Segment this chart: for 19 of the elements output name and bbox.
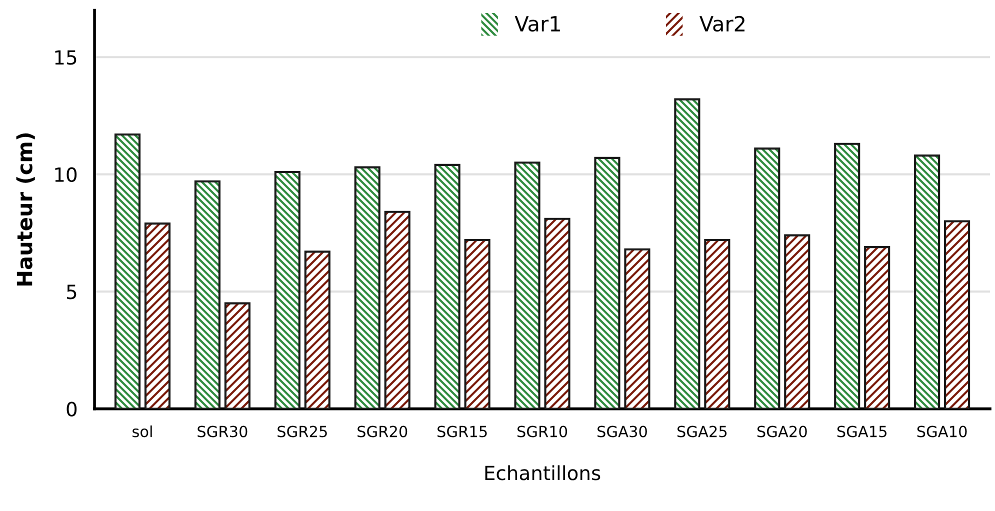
y-tick-label: 5 (66, 284, 76, 300)
x-tick-label: SGA25 (677, 426, 727, 438)
x-tick-label: SGA20 (757, 426, 807, 438)
y-axis-title: Hauteur (cm) (16, 133, 35, 286)
legend-label: Var1 (514, 16, 560, 32)
x-tick-label: sol (132, 425, 152, 438)
x-tick-label: SGA10 (917, 426, 967, 438)
y-tick-label: 0 (66, 402, 77, 416)
x-tick-label: SGR15 (438, 426, 487, 438)
x-tick-label: SGA30 (598, 426, 647, 438)
x-tick-label: SGA15 (837, 426, 886, 438)
x-tick-label: SGR20 (358, 426, 408, 438)
x-tick-label: SGR30 (198, 426, 248, 438)
x-axis-title: Echantillons (485, 465, 600, 480)
y-tick-label: 15 (55, 50, 76, 65)
x-tick-label: SGR10 (517, 426, 568, 438)
y-tick-label: 10 (55, 167, 77, 182)
legend-label: Var2 (699, 16, 744, 32)
x-tick-label: SGR25 (278, 426, 327, 438)
